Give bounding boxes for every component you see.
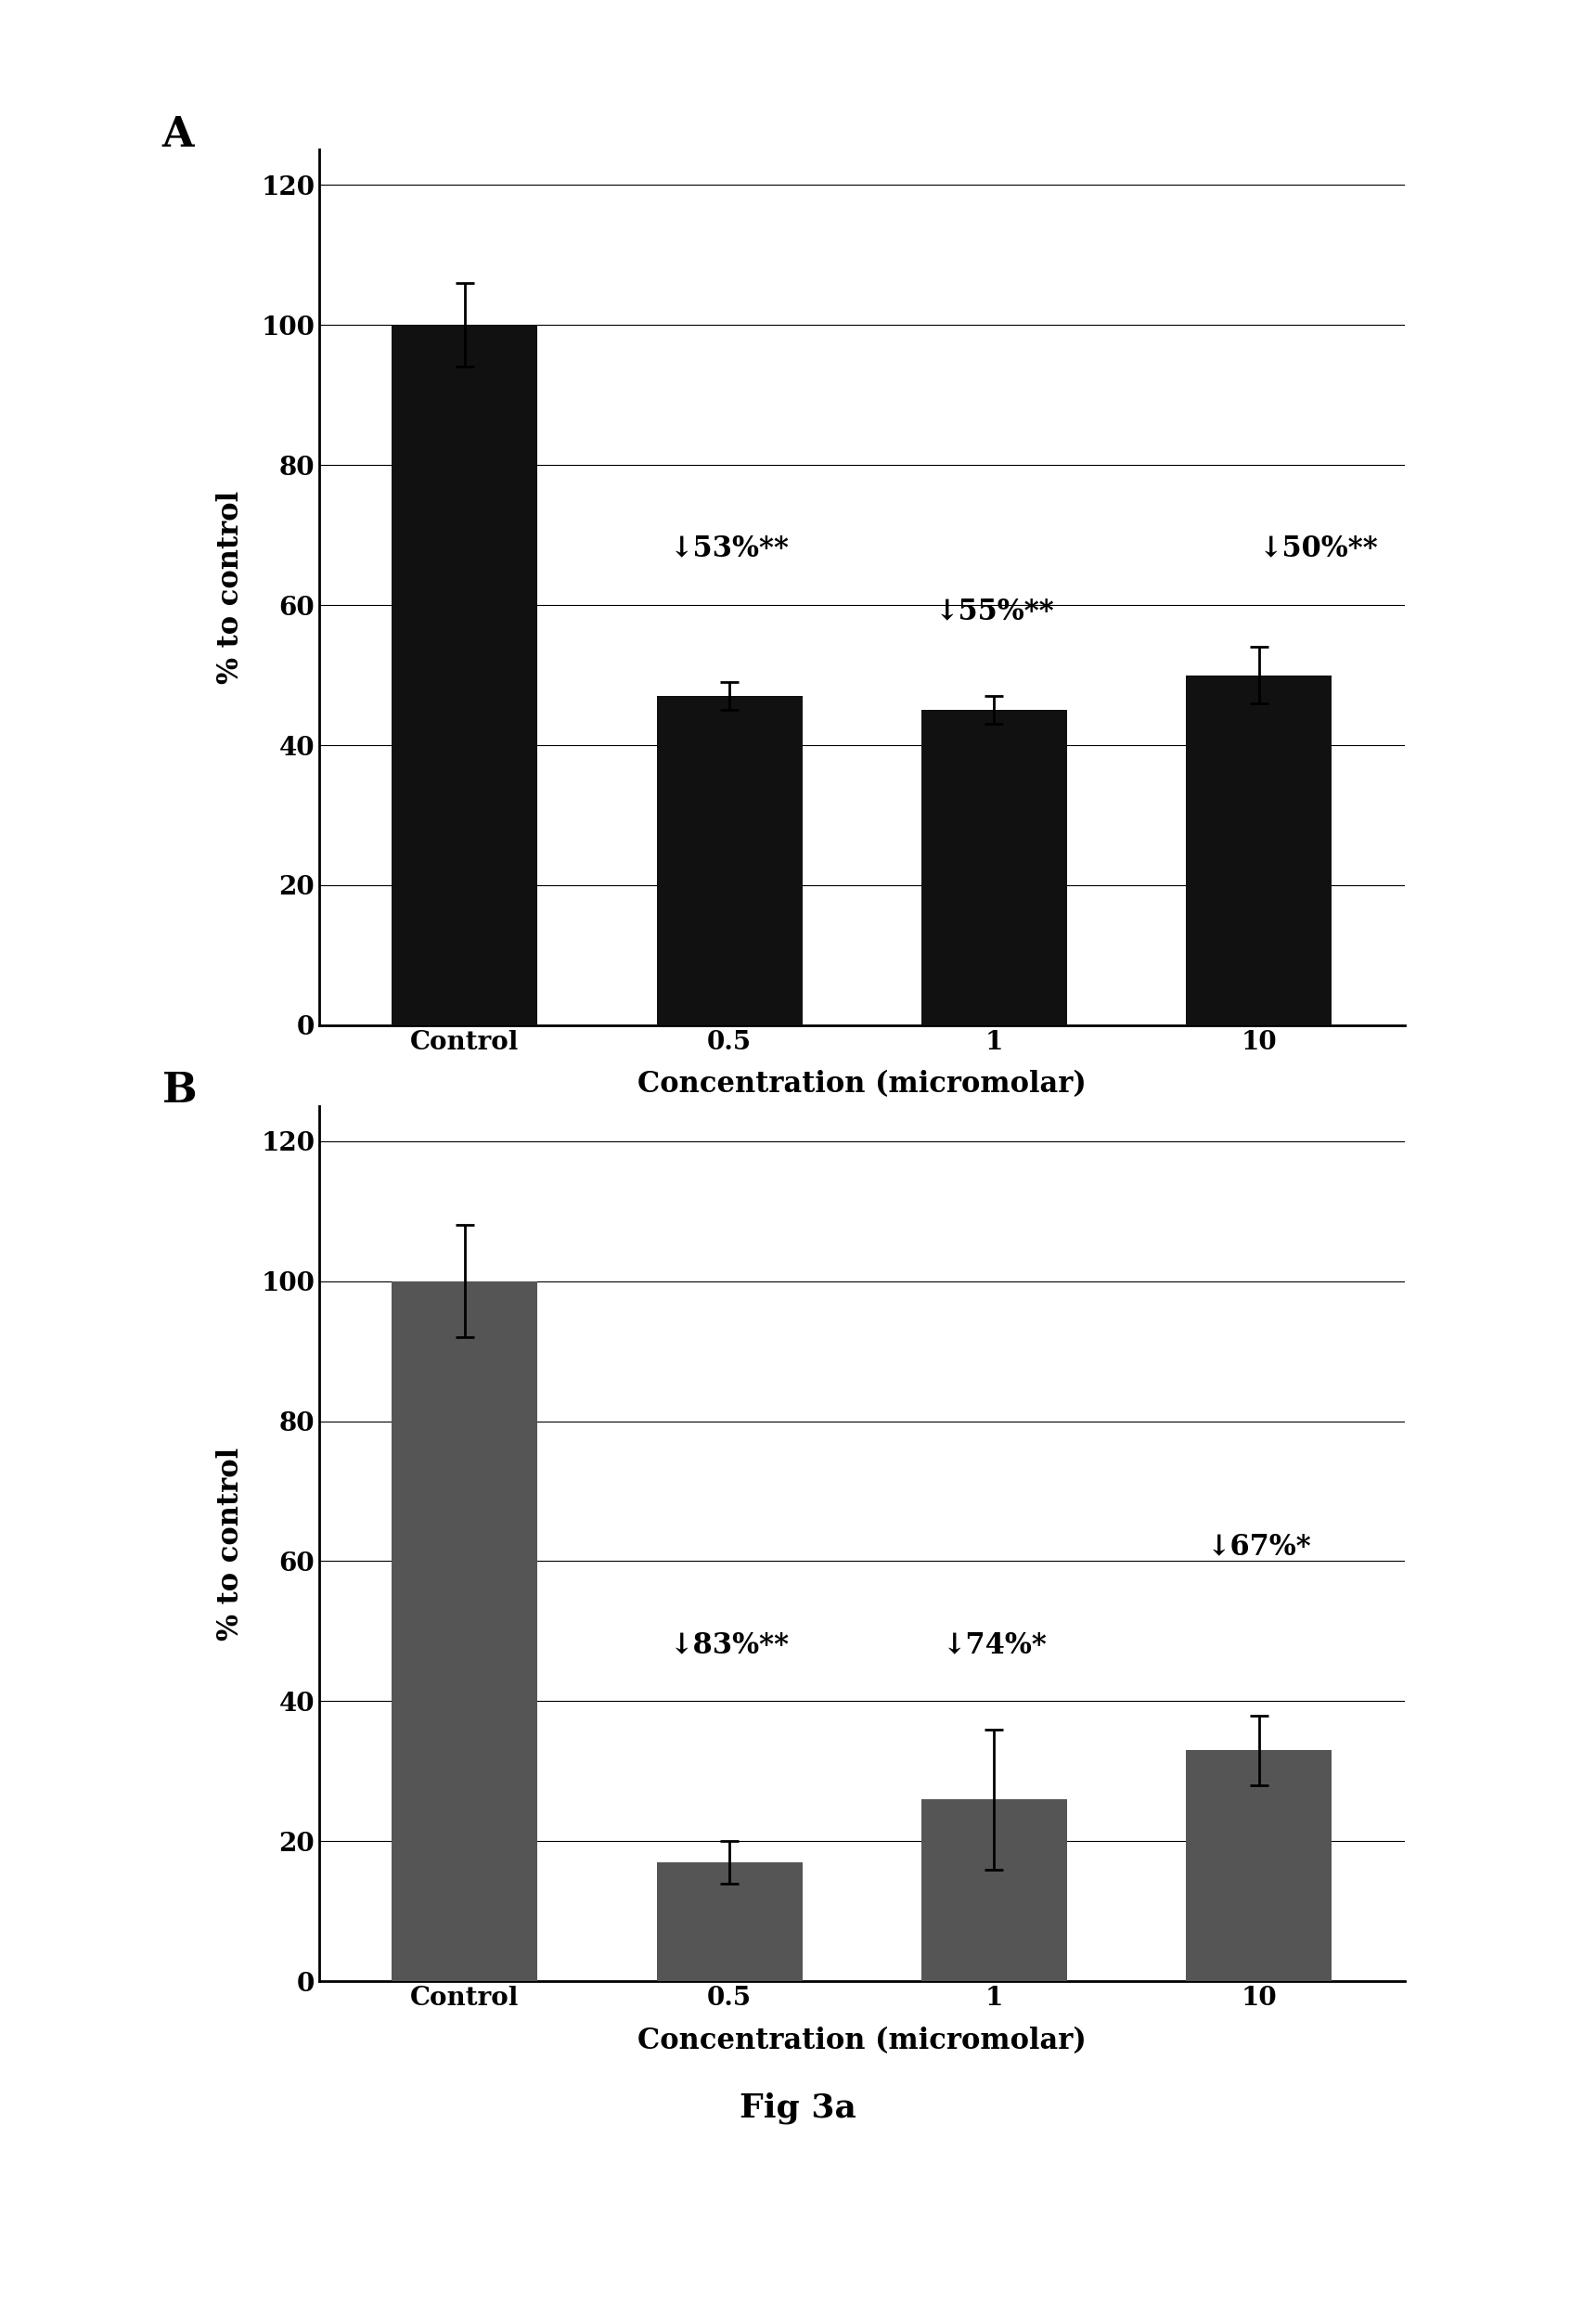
Bar [393, 325, 538, 1025]
Bar [921, 1799, 1068, 1981]
Text: ↓53%**: ↓53%** [670, 535, 790, 562]
Bar [1186, 675, 1331, 1025]
Text: ↓67%*: ↓67%* [1207, 1532, 1312, 1562]
X-axis label: Concentration (micromolar): Concentration (micromolar) [637, 1071, 1087, 1099]
Bar [656, 696, 803, 1025]
X-axis label: Concentration (micromolar): Concentration (micromolar) [637, 2028, 1087, 2055]
Bar [1186, 1751, 1331, 1981]
Text: ↓83%**: ↓83%** [670, 1631, 790, 1659]
Bar [393, 1281, 538, 1981]
Text: ↓50%**: ↓50%** [1259, 535, 1379, 562]
Bar [656, 1862, 803, 1981]
Text: A: A [161, 115, 193, 154]
Text: B: B [161, 1071, 196, 1111]
Bar [921, 710, 1068, 1025]
Text: ↓74%*: ↓74%* [942, 1631, 1047, 1659]
Y-axis label: % to control: % to control [217, 491, 246, 684]
Text: Fig 3a: Fig 3a [739, 2092, 857, 2124]
Text: ↓55%**: ↓55%** [934, 597, 1053, 627]
Y-axis label: % to control: % to control [217, 1447, 246, 1640]
